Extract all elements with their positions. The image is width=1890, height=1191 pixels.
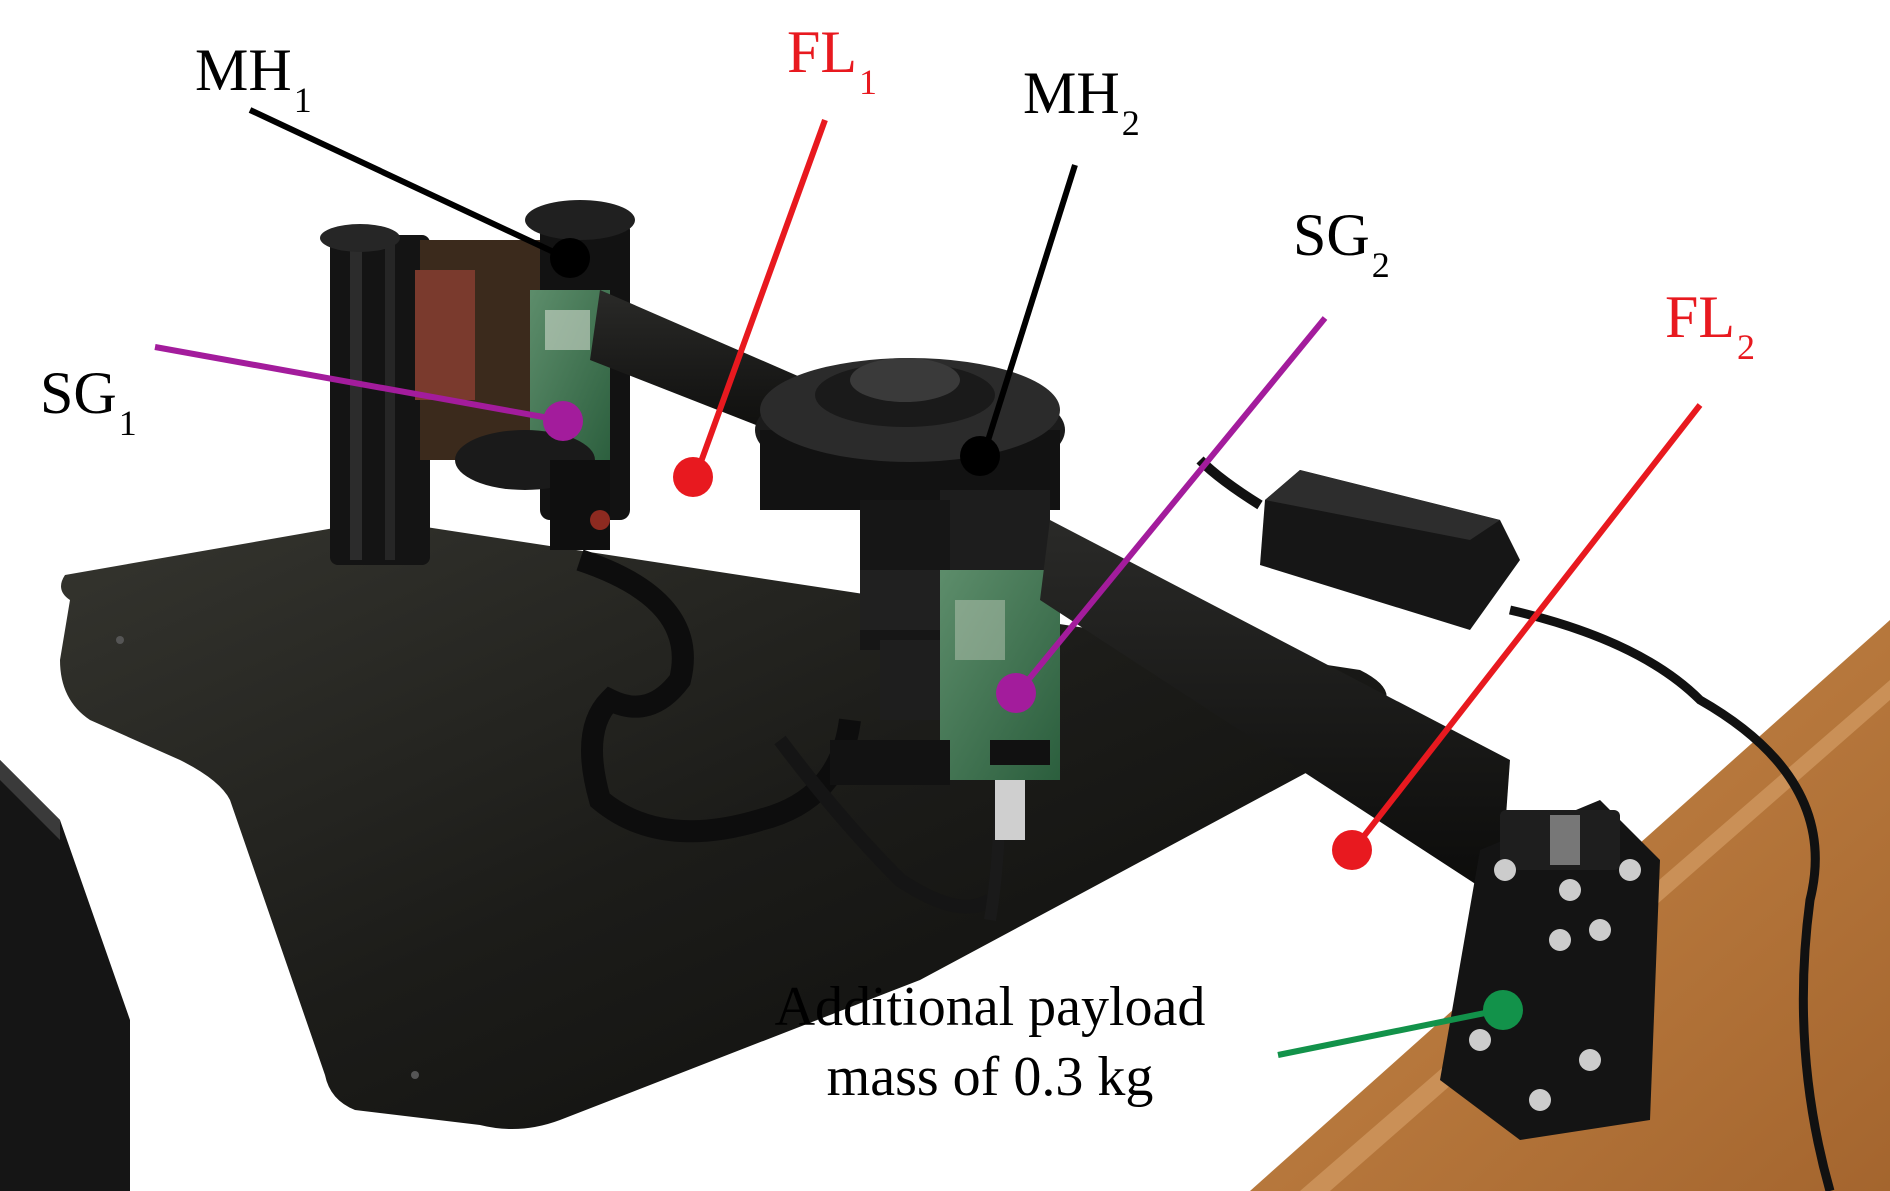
annotation-sg1 [154,344,583,441]
annotation-fl2 [1332,403,1703,870]
label-mh2: MH2 [1023,60,1140,143]
label-mh1: MH1 [195,37,312,120]
annotation-mh1 [248,107,590,278]
cable-loop [576,549,861,843]
side-device [0,760,130,1191]
annotation-mh2 [960,164,1078,476]
payload-line-2: mass of 0.3 kg [826,1046,1154,1108]
label-fl2: FL2 [1665,284,1756,367]
label-fl1: FL1 [787,19,878,102]
annotation-payload [1277,990,1523,1058]
power-adapter [1196,456,1835,1191]
payload-line-1: Additional payload [774,976,1206,1038]
annotation-sg2 [996,316,1328,713]
flexible-link-2 [1040,520,1510,900]
label-sg2: SG2 [1293,202,1390,285]
payload-block [1440,800,1660,1140]
label-payload: Additional payload mass of 0.3 kg [710,972,1270,1112]
motor-housing-2 [755,358,1065,840]
annotation-fl1 [673,118,828,497]
label-sg1: SG1 [40,360,137,443]
